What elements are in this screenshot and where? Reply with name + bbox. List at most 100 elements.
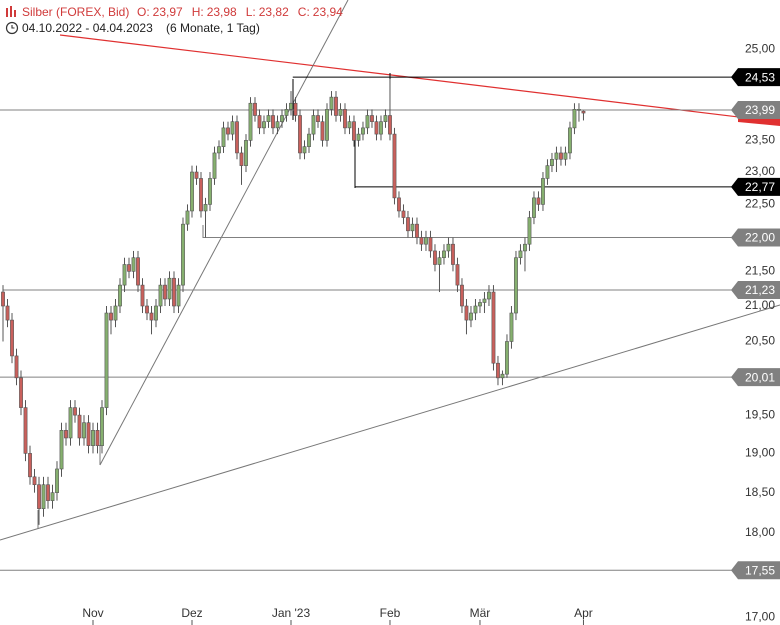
candle-body (289, 102, 293, 110)
candle-body (172, 277, 176, 307)
candle-body (275, 121, 280, 129)
candle-body (397, 197, 401, 212)
candle-body (194, 171, 199, 179)
candle-body (469, 312, 473, 321)
candle-body (316, 115, 320, 122)
candle-body (419, 237, 424, 245)
axes: 17,00 18,00 18,50 19,00 19,50 20,50 21,00 21,50… (82, 41, 775, 625)
candle-body (37, 484, 41, 509)
candle-body (73, 407, 77, 416)
candle-body (446, 243, 451, 252)
candle-body (559, 152, 563, 160)
y-tick-label: 22,50 (745, 197, 775, 211)
candle-body (208, 178, 212, 205)
candle-body (82, 422, 86, 439)
level-tag (731, 177, 780, 196)
candle-body (442, 250, 446, 259)
candle-body (464, 305, 469, 321)
y-tick-label: 23,00 (745, 164, 775, 178)
candle-body (505, 341, 509, 375)
candle-body (572, 109, 577, 129)
candle-body (473, 305, 478, 314)
candle-body (550, 158, 554, 166)
level-label: 22,77 (745, 180, 775, 194)
candle-body (55, 468, 59, 493)
date-range: 04.10.2022 - 04.04.2023 (22, 21, 153, 35)
quote-name: L: (246, 5, 256, 19)
level-label: 22,00 (745, 231, 775, 245)
candle-body (217, 146, 221, 154)
x-tick-label: Jan '23 (272, 606, 311, 620)
candle-body (361, 127, 365, 135)
candle-body (482, 298, 487, 303)
quote-value: 23,98 (207, 5, 237, 19)
candle-body (109, 312, 113, 321)
candle-body (437, 257, 442, 265)
candle-body (199, 178, 203, 212)
candle-body (154, 305, 158, 321)
x-tick-label: Nov (82, 606, 103, 620)
candle-body (19, 377, 23, 408)
candle-body (329, 96, 334, 110)
candle-body (523, 243, 527, 252)
candle-body (239, 152, 244, 166)
candle-body (266, 115, 271, 122)
quote-value: 23,94 (313, 5, 343, 19)
candle-body (352, 121, 356, 141)
y-tick-label: 23,50 (745, 133, 775, 147)
candle-body (365, 115, 370, 129)
candle-body (320, 121, 325, 141)
candle-body (140, 284, 145, 307)
candle-body (127, 264, 131, 272)
candle-body (518, 250, 523, 259)
candle-body (262, 121, 266, 129)
candle-body (86, 422, 91, 446)
candle-body (451, 243, 455, 265)
y-tick-label: 25,00 (745, 41, 775, 55)
candle-body (248, 102, 253, 141)
candle-body (145, 305, 149, 314)
candle-body (374, 121, 379, 135)
level-tag (731, 100, 780, 119)
y-tick-label: 18,50 (745, 485, 775, 499)
candle-body (41, 484, 46, 509)
level-tag (731, 280, 780, 299)
candle-body (257, 115, 262, 129)
icon (10, 6, 12, 17)
quote-name: H: (192, 5, 204, 19)
candle-body (28, 453, 32, 478)
x-tick-label: Mär (470, 606, 491, 620)
candle-body (338, 109, 343, 116)
candle-body (212, 152, 217, 179)
level-tag (731, 228, 780, 247)
candle-body (424, 237, 428, 245)
header: Silber (FOREX, Bid) O: 23,97 H: 23,98 L: 23,8… (5, 5, 343, 35)
candle-body (77, 414, 82, 439)
candle-body (401, 210, 406, 218)
candle-body (554, 152, 559, 160)
candle-body (5, 305, 10, 321)
candle-body (230, 121, 235, 135)
levels: 24,53 23,99 22,77 22,00 21,23 20,01 17,55 (0, 68, 780, 580)
icon (11, 25, 15, 29)
candle-body (392, 133, 397, 199)
candle-body (581, 110, 586, 114)
candle-body (383, 115, 388, 122)
candle-body (491, 291, 496, 364)
candle-body (487, 291, 491, 300)
candle-body (302, 146, 307, 154)
candle-body (226, 127, 230, 135)
candle-body (545, 165, 550, 179)
candle-body (23, 407, 28, 454)
candle-body (163, 284, 167, 300)
candle-body (100, 407, 104, 446)
candle-body (50, 492, 55, 501)
candle-body (167, 277, 172, 300)
quote-name: O: (137, 5, 150, 19)
quote-value: 23,97 (153, 5, 183, 19)
chart-title: Silber (FOREX, Bid) (22, 5, 129, 19)
quote: O: 23,97 H: 23,98 L: 23,82 C: 23,94 (137, 5, 343, 19)
icon (14, 10, 16, 17)
y-tick-label: 20,50 (745, 334, 775, 348)
